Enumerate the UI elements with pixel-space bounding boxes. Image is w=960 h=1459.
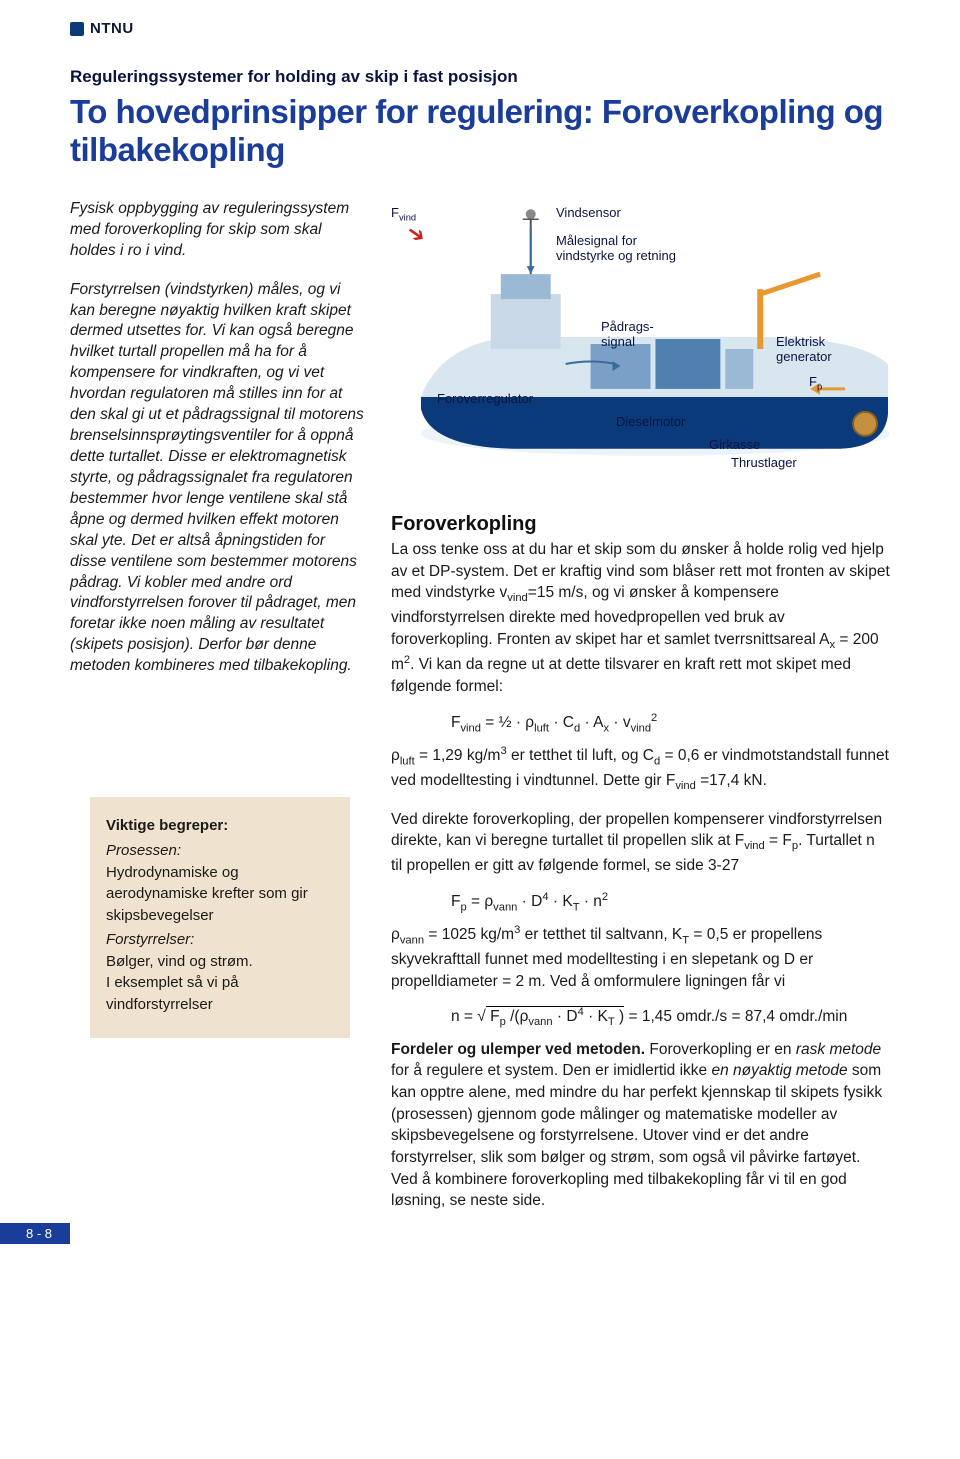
paragraph-2: ρluft = 1,29 kg/m3 er tetthet til luft, … (391, 744, 890, 795)
columns: Fysisk oppbygging av reguleringssystem m… (70, 199, 890, 1226)
keybox-row-2: Forstyrrelser: Bølger, vind og strøm. I … (106, 929, 334, 1016)
ship-diagram: Fvind ➔ Vindsensor Målesignal for vindst… (391, 199, 890, 499)
keybox-text-2b: I eksemplet så vi på vindforstyrrelser (106, 974, 239, 1013)
key-concepts-box: Viktige begreper: Prosessen: Hydrodynami… (90, 797, 350, 1038)
label-malesignal: Målesignal for vindstyrke og retning (556, 233, 676, 264)
logo-bar: NTNU (70, 20, 890, 37)
page-number: 8 - 8 (0, 1223, 70, 1244)
paragraph-4: ρvann = 1025 kg/m3 er tetthet til saltva… (391, 923, 890, 992)
keybox-text-2a: Bølger, vind og strøm. (106, 953, 253, 970)
left-paragraph: Forstyrrelsen (vindstyrken) måles, og vi… (70, 280, 365, 678)
page: NTNU Reguleringssystemer for holding av … (0, 0, 960, 1256)
logo-text: NTNU (90, 20, 134, 37)
keybox-label-1: Prosessen: (106, 842, 181, 859)
label-padrag: Pådrags- signal (601, 319, 654, 350)
label-fp: Fp (809, 374, 822, 393)
headline: To hovedprinsipper for regulering: Forov… (70, 93, 890, 169)
subhead-foroverkopling: Foroverkopling (391, 513, 890, 536)
keybox-title: Viktige begreper: (106, 815, 334, 837)
formula-1: Fvind = ½ · ρluft · Cd · Ax · vvind2 (451, 712, 890, 734)
intro: Fysisk oppbygging av reguleringssystem m… (70, 199, 365, 262)
keybox-row-1: Prosessen: Hydrodynamiske og aerodynamis… (106, 840, 334, 927)
kicker: Reguleringssystemer for holding av skip … (70, 67, 890, 87)
label-fvind: Fvind (391, 205, 416, 224)
keybox-label-2: Forstyrrelser: (106, 931, 194, 948)
paragraph-5: Fordeler og ulemper ved metoden. Forover… (391, 1039, 890, 1213)
label-diesel: Dieselmotor (616, 414, 685, 430)
formula-3: n = √ Fp /(ρvann · D4 · KT ) = 1,45 omdr… (451, 1006, 890, 1028)
paragraph-1: La oss tenke oss at du har et skip som d… (391, 539, 890, 698)
keybox-text-1: Hydrodynamiske og aerodynamiske krefter … (106, 864, 308, 925)
label-elektrisk: Elektrisk generator (776, 334, 846, 365)
label-girkasse: Girkasse (709, 437, 760, 453)
label-vindsensor: Vindsensor (556, 205, 621, 221)
logo-icon (70, 22, 84, 36)
paragraph-3: Ved direkte foroverkopling, der propelle… (391, 809, 890, 877)
right-column: Fvind ➔ Vindsensor Målesignal for vindst… (391, 199, 890, 1226)
label-forover: Foroverregulator (437, 391, 533, 407)
label-thrust: Thrustlager (731, 455, 797, 471)
formula-2: Fp = ρvann · D4 · KT · n2 (451, 891, 890, 913)
left-column: Fysisk oppbygging av reguleringssystem m… (70, 199, 365, 1226)
